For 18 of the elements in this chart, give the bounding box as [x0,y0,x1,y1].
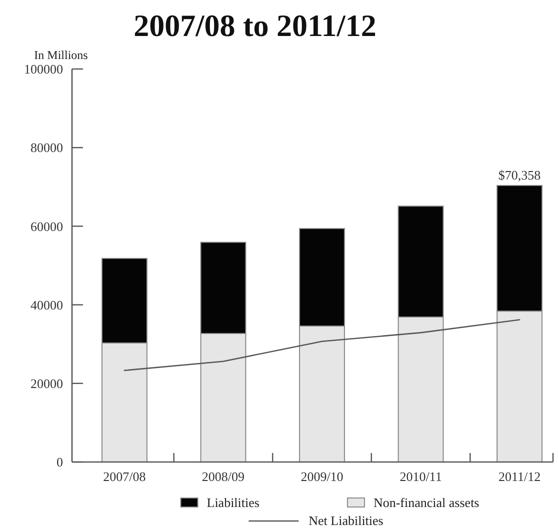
y-tick-label: 100000 [24,62,63,77]
x-tick-label: 2007/08 [103,469,146,484]
legend-label: Non-financial assets [373,495,480,510]
x-tick-label: 2009/10 [300,469,344,484]
legend-label: Net Liabilities [308,513,384,528]
x-tick-label: 2011/12 [498,469,541,484]
x-tick-label: 2008/09 [202,469,245,484]
y-tick-label: 60000 [30,218,63,234]
line-series [124,319,520,372]
x-tick-label: 2010/11 [400,469,442,484]
legend-label: Liabilities [206,495,260,510]
y-tick-label: 20000 [30,376,63,391]
y-tick-label: 80000 [30,140,63,156]
y-tick-label: 40000 [30,297,63,312]
total-label: $70,358 [498,167,541,182]
y-axis-title: In Millions [34,48,88,62]
y-tick-label: 0 [56,454,63,470]
chart-title: 2007/08 to 2011/12 [134,8,376,43]
